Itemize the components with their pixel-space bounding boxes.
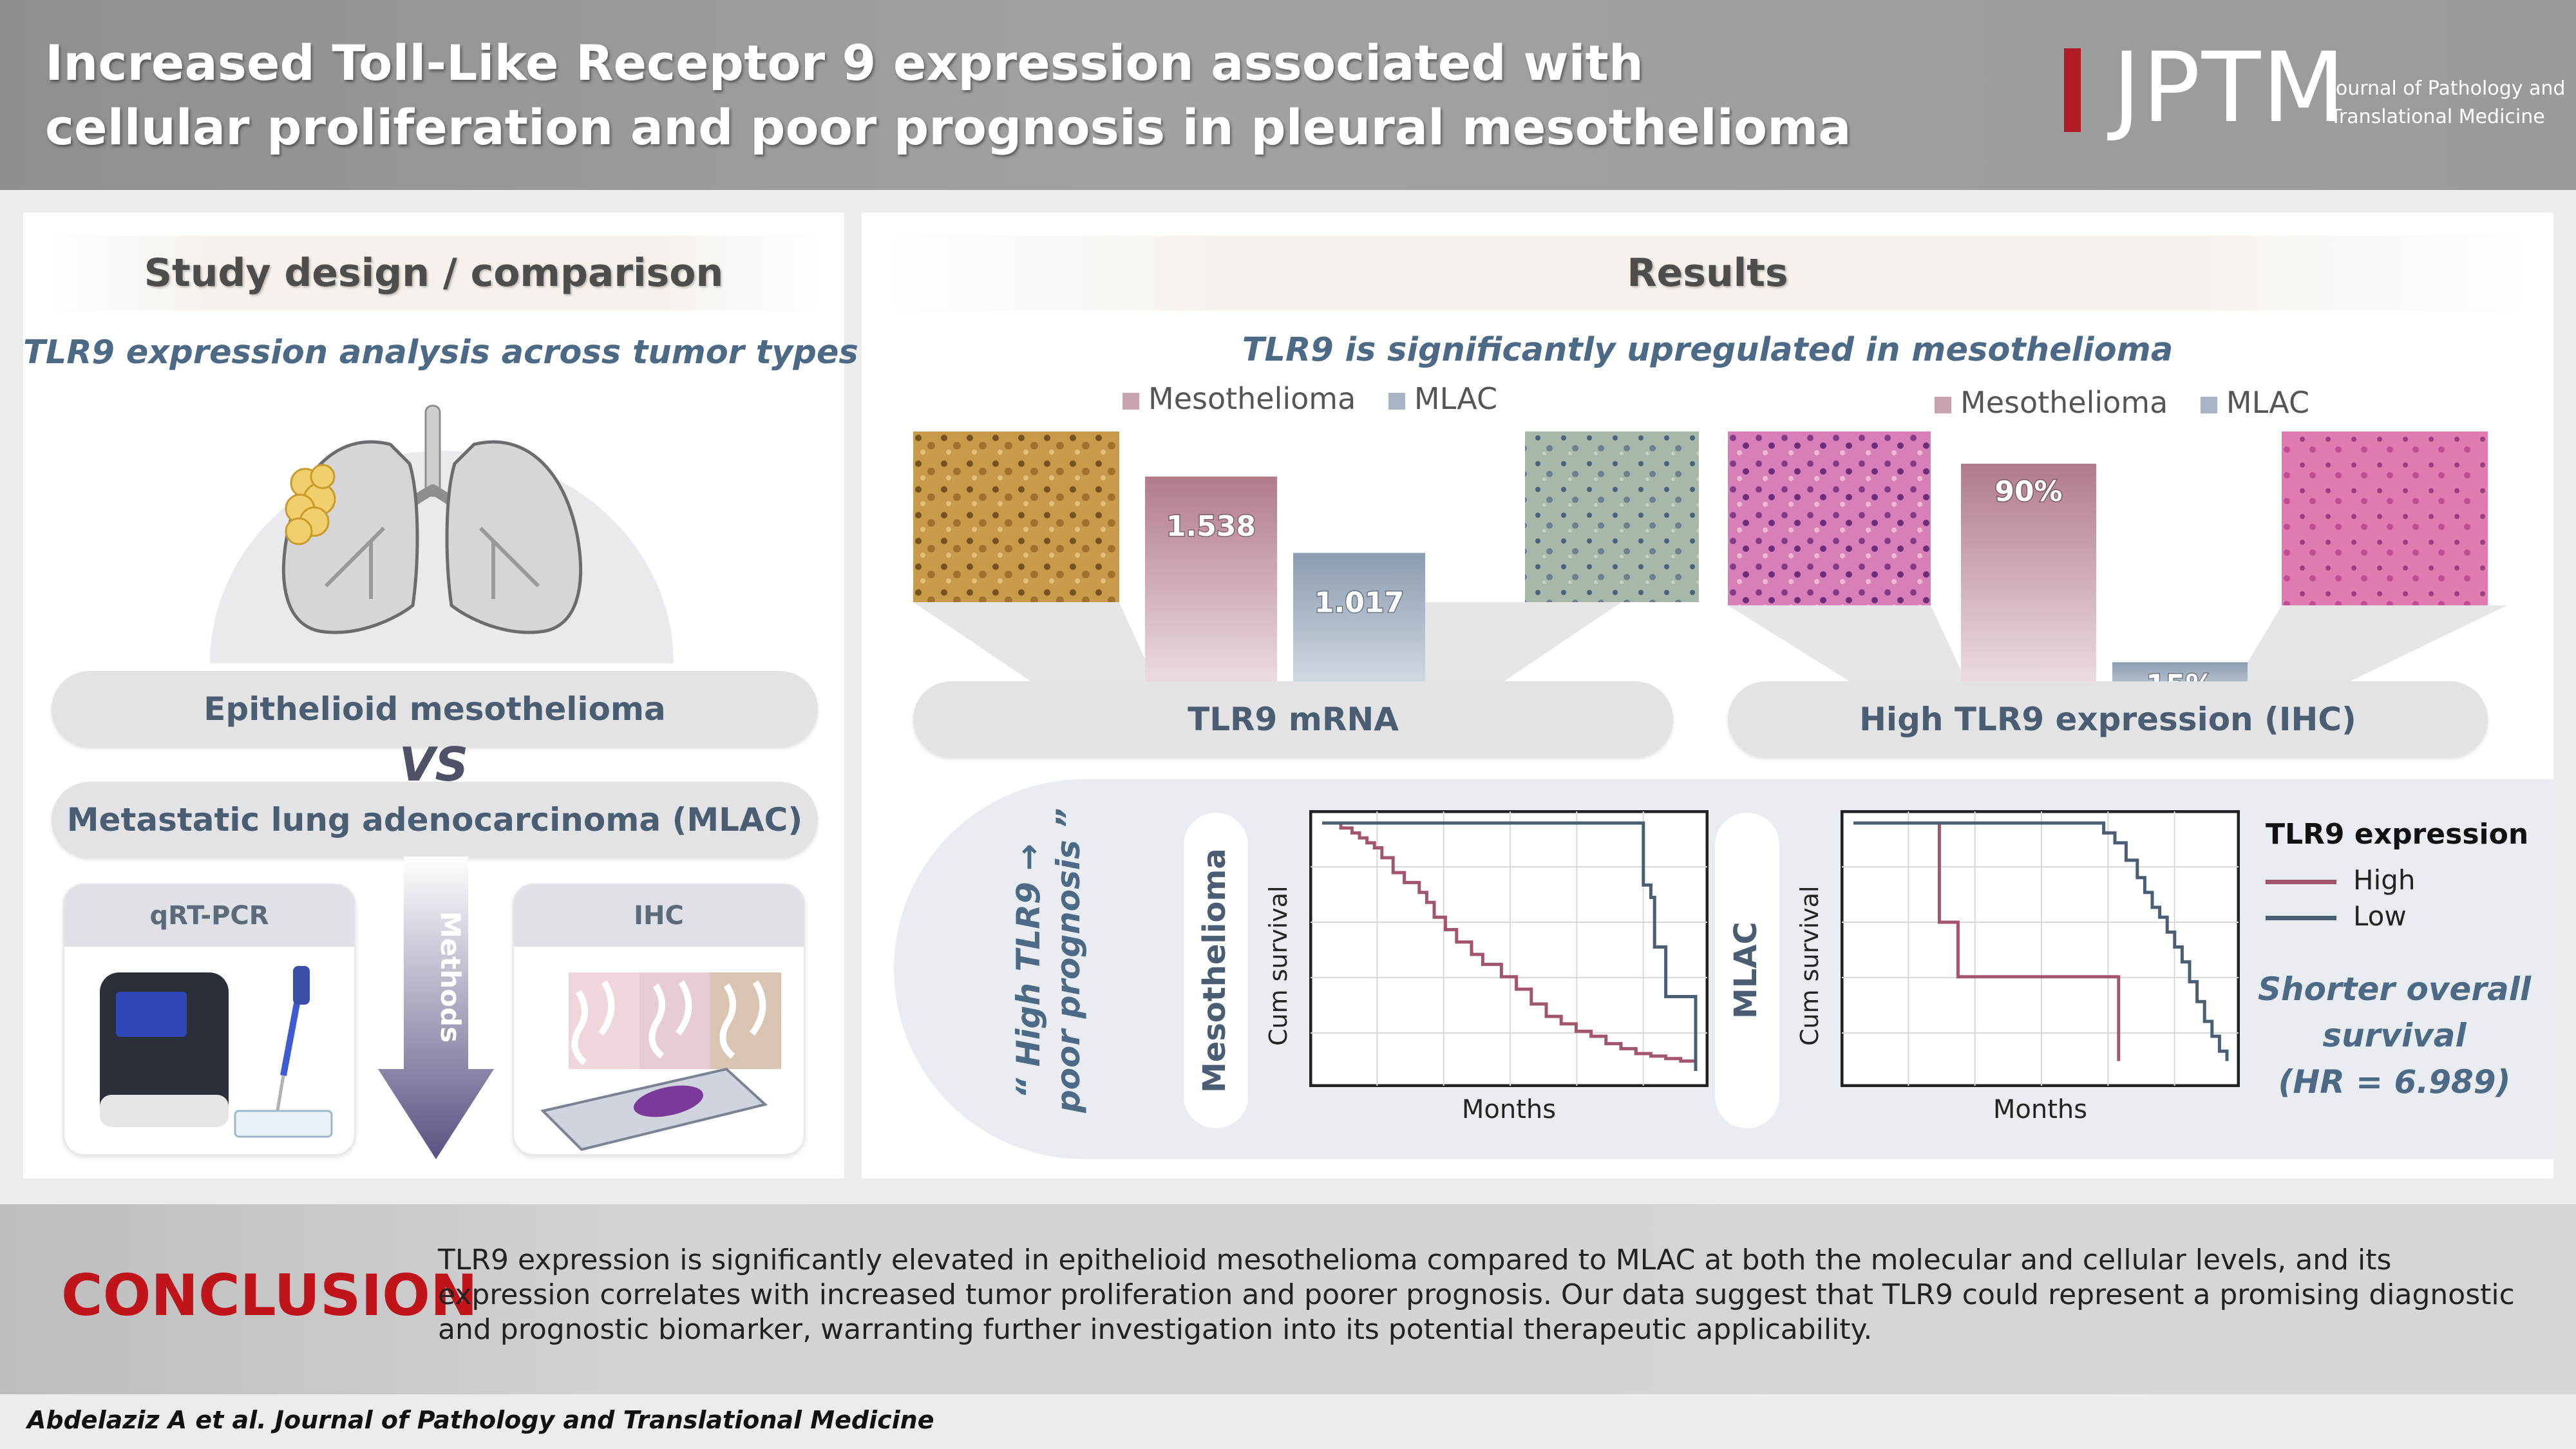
ihc-slide-icon	[540, 972, 781, 1151]
group-mlac: Metastatic lung adenocarcinoma (MLAC)	[52, 782, 818, 858]
bar-mlac-value-label: 1.017	[1314, 587, 1404, 620]
header-banner	[0, 0, 2576, 190]
km2-xlabel: Months	[1993, 1095, 2088, 1124]
km1-xlabel: Months	[1461, 1095, 1557, 1124]
pcr-machine-icon	[100, 966, 333, 1138]
logo-red-bar	[2064, 48, 2081, 132]
bar-mesothelioma-ihc-value-label: 90%	[1994, 475, 2062, 508]
journal-logo: JPTM	[2112, 32, 2347, 144]
study-design-subheading: TLR9 expression analysis across tumor ty…	[23, 334, 858, 372]
method-ihc-label: IHC	[514, 885, 804, 947]
journal-name-line1: Journal of Pathology and	[2330, 77, 2566, 100]
methods-arrow-label: Methods	[435, 911, 466, 1043]
legend-swatch-mesothelioma	[1122, 392, 1139, 410]
results-subheading: TLR9 is significantly upregulated in mes…	[1242, 331, 2174, 369]
km-legend-high-label: High	[2353, 864, 2416, 896]
conclusion-band	[0, 1204, 2576, 1394]
results-heading: Results	[885, 236, 2530, 310]
km1-tag-pill	[1184, 813, 1248, 1128]
ihc-legend-meso: Mesothelioma	[1960, 385, 2168, 420]
ihc-bar-chart: 90%15%	[1728, 431, 2507, 702]
bar-mesothelioma-ihc	[1961, 464, 2096, 702]
km1-tag: Mesothelioma	[1197, 848, 1233, 1093]
km2-tag-pill	[1715, 813, 1779, 1128]
study-design-heading: Study design / comparison	[46, 236, 821, 310]
km1-ylabel: Cum survival	[1264, 886, 1293, 1046]
mesothelioma-ihc-image	[1728, 431, 1931, 605]
km-note-line1: Shorter overall	[2257, 971, 2532, 1008]
lung-illustration-icon	[210, 404, 674, 663]
km2-ylabel: Cum survival	[1795, 886, 1824, 1046]
citation: Abdelaziz A et al. Journal of Pathology …	[27, 1406, 934, 1434]
km2-tag: MLAC	[1728, 922, 1764, 1019]
prognosis-quote: “ High TLR9 → poor prognosis ”	[1010, 808, 1113, 1113]
km-legend-low-line	[2266, 916, 2336, 920]
km-legend-high-line	[2266, 880, 2336, 884]
km2-low-curve	[1853, 821, 2229, 1061]
study-design-panel: Study design / comparison TLR9 expressio…	[23, 213, 858, 1179]
km1-chart	[1309, 810, 1709, 1087]
km-legend-title: TLR9 expression	[2266, 818, 2529, 851]
legend-swatch-mesothelioma	[1935, 396, 1951, 413]
conclusion-text: TLR9 expression is significantly elevate…	[438, 1244, 2515, 1346]
journal-name-line2: Translational Medicine	[2330, 106, 2545, 128]
prognosis-quote-line2: poor prognosis ”	[1050, 808, 1087, 1113]
methods-arrow-icon	[378, 857, 494, 1159]
conclusion-title: CONCLUSION	[61, 1262, 478, 1329]
prognosis-quote-line1: “ High TLR9 →	[1010, 844, 1047, 1099]
mrna-legend-meso: Mesothelioma	[1148, 381, 1356, 416]
results-heading-text: Results	[1627, 251, 1788, 296]
journal-name: Journal of Pathology and Translational M…	[2330, 75, 2565, 131]
ihc-legend: Mesothelioma MLAC	[1935, 385, 2309, 420]
bar-mesothelioma	[1145, 477, 1277, 702]
group-epithelioid-mesothelioma: Epithelioid mesothelioma	[52, 671, 818, 747]
title-line-1: Increased Toll-Like Receptor 9 expressio…	[45, 34, 1643, 91]
legend-swatch-mlac	[1388, 392, 1405, 410]
km-note: Shorter overall survival (HR = 6.989)	[2246, 966, 2543, 1105]
method-ihc-card: IHC	[513, 884, 805, 1155]
mlac-mrna-image	[1525, 431, 1699, 602]
ihc-legend-mlac: MLAC	[2226, 385, 2310, 420]
km-legend-low-label: Low	[2353, 900, 2407, 932]
km2-chart	[1841, 810, 2240, 1087]
results-panel: Results TLR9 is significantly upregulate…	[862, 213, 2553, 1179]
mesothelioma-mrna-image	[913, 431, 1119, 602]
mrna-label: TLR9 mRNA	[913, 681, 1673, 757]
km-note-line2: survival	[2322, 1017, 2467, 1054]
bar-mlac	[1293, 553, 1425, 702]
mrna-bar-chart: 1.538 1.017	[913, 431, 1699, 702]
km1-low-curve	[1322, 821, 1698, 1071]
method-qrt-pcr-label: qRT-PCR	[64, 885, 354, 947]
km-note-line3: (HR = 6.989)	[2278, 1063, 2511, 1101]
legend-swatch-mlac	[2200, 396, 2217, 413]
km-legend-high: High	[2266, 864, 2416, 896]
ihc-label: High TLR9 expression (IHC)	[1728, 681, 2488, 757]
mrna-legend: Mesothelioma MLAC	[1122, 381, 1497, 416]
method-qrt-pcr-card: qRT-PCR	[63, 884, 355, 1155]
title-line-2: cellular proliferation and poor prognosi…	[45, 99, 1852, 156]
page-title: Increased Toll-Like Receptor 9 expressio…	[45, 31, 1852, 160]
mlac-ihc-image	[2282, 431, 2488, 605]
mrna-legend-mlac: MLAC	[1414, 381, 1498, 416]
bar-mesothelioma-value-label: 1.538	[1166, 510, 1256, 543]
study-design-heading-text: Study design / comparison	[144, 251, 724, 296]
km1-high-curve	[1322, 821, 1698, 1064]
km-legend-low: Low	[2266, 900, 2407, 932]
